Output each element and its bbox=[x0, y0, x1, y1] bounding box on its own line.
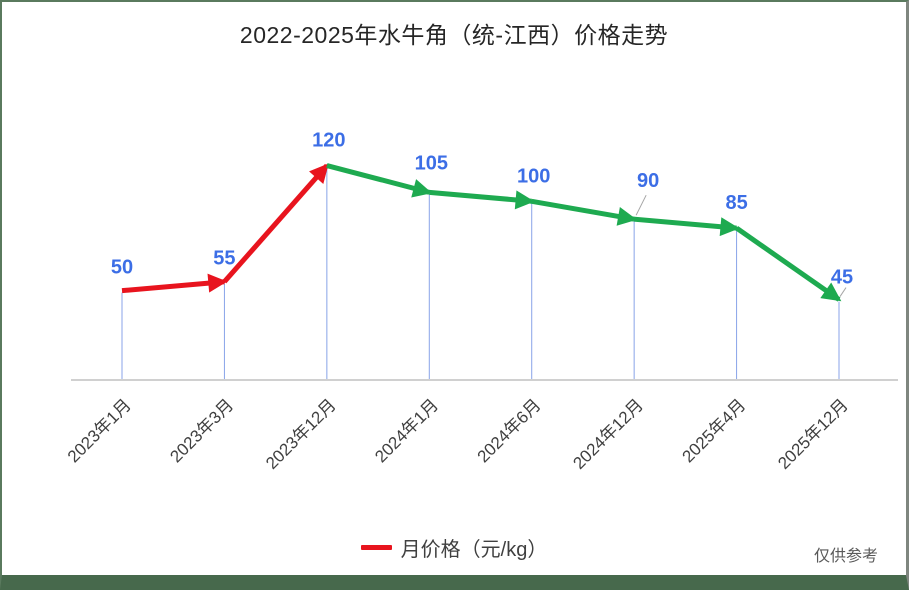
series-segment bbox=[735, 226, 842, 302]
x-axis-label: 2025年4月 bbox=[678, 395, 749, 466]
label-leader-line bbox=[839, 287, 847, 297]
price-trend-line-chart: 50 55 120 105 100 90 85 45 2023年1月 2023年3月 2023年12… bbox=[64, 130, 898, 473]
series-segment bbox=[633, 216, 740, 237]
chart-title: 2022-2025年水牛角（统-江西）价格走势 bbox=[239, 22, 669, 48]
disclaimer-text: 仅供参考 bbox=[813, 548, 878, 565]
series-segment bbox=[121, 273, 228, 294]
data-point-label: 55 bbox=[213, 248, 235, 270]
series-segment bbox=[429, 189, 535, 210]
data-point-label: 85 bbox=[725, 192, 747, 214]
data-point-label: 105 bbox=[415, 152, 448, 174]
x-axis-label: 2023年3月 bbox=[166, 395, 237, 466]
legend-line-swatch bbox=[360, 545, 392, 550]
legend: 月价格（元/kg） bbox=[2, 533, 906, 562]
x-axis-label: 2024年1月 bbox=[371, 395, 442, 466]
x-axis-label: 2024年6月 bbox=[474, 395, 545, 466]
x-axis-label: 2024年12月 bbox=[569, 395, 647, 473]
data-point-label: 120 bbox=[312, 130, 345, 152]
x-axis-label: 2025年12月 bbox=[774, 395, 852, 473]
series-segment bbox=[326, 163, 433, 198]
x-axis-label: 2023年12月 bbox=[262, 395, 340, 473]
x-axis-label: 2023年1月 bbox=[64, 395, 135, 466]
label-leader-line bbox=[635, 194, 647, 216]
data-point-label: 50 bbox=[111, 257, 133, 279]
legend-series-label: 月价格（元/kg） bbox=[400, 539, 548, 561]
series-segment bbox=[531, 198, 637, 226]
data-point-label: 100 bbox=[517, 165, 550, 187]
series-segment bbox=[222, 163, 329, 284]
data-point-label: 90 bbox=[637, 170, 659, 192]
data-point-label: 45 bbox=[831, 267, 853, 289]
